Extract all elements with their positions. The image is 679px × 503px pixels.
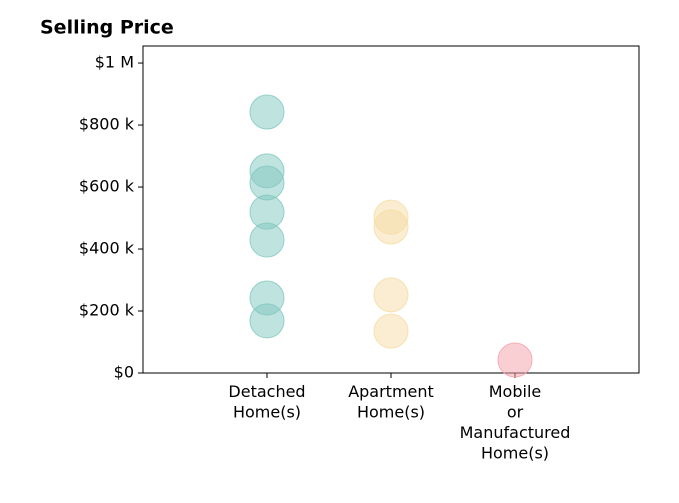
y-tick-label: $0 xyxy=(114,363,134,382)
point xyxy=(249,303,285,339)
y-tick-label: $1 M xyxy=(95,53,134,72)
y-tick-label: $400 k xyxy=(79,239,135,258)
x-tick-label: Mobile or Manufactured Home(s) xyxy=(460,382,571,463)
chart-title: Selling Price xyxy=(40,17,174,39)
y-tick-label: $800 k xyxy=(79,115,135,134)
y-tick-label: $200 k xyxy=(79,301,135,320)
point xyxy=(373,277,409,313)
point xyxy=(249,94,285,130)
point xyxy=(373,209,409,245)
x-tick-label: Detached Home(s) xyxy=(228,382,305,422)
y-tick-label: $600 k xyxy=(79,177,135,196)
point xyxy=(373,313,409,349)
x-tick-label: Apartment Home(s) xyxy=(348,382,434,422)
point xyxy=(249,222,285,258)
point xyxy=(497,342,533,378)
